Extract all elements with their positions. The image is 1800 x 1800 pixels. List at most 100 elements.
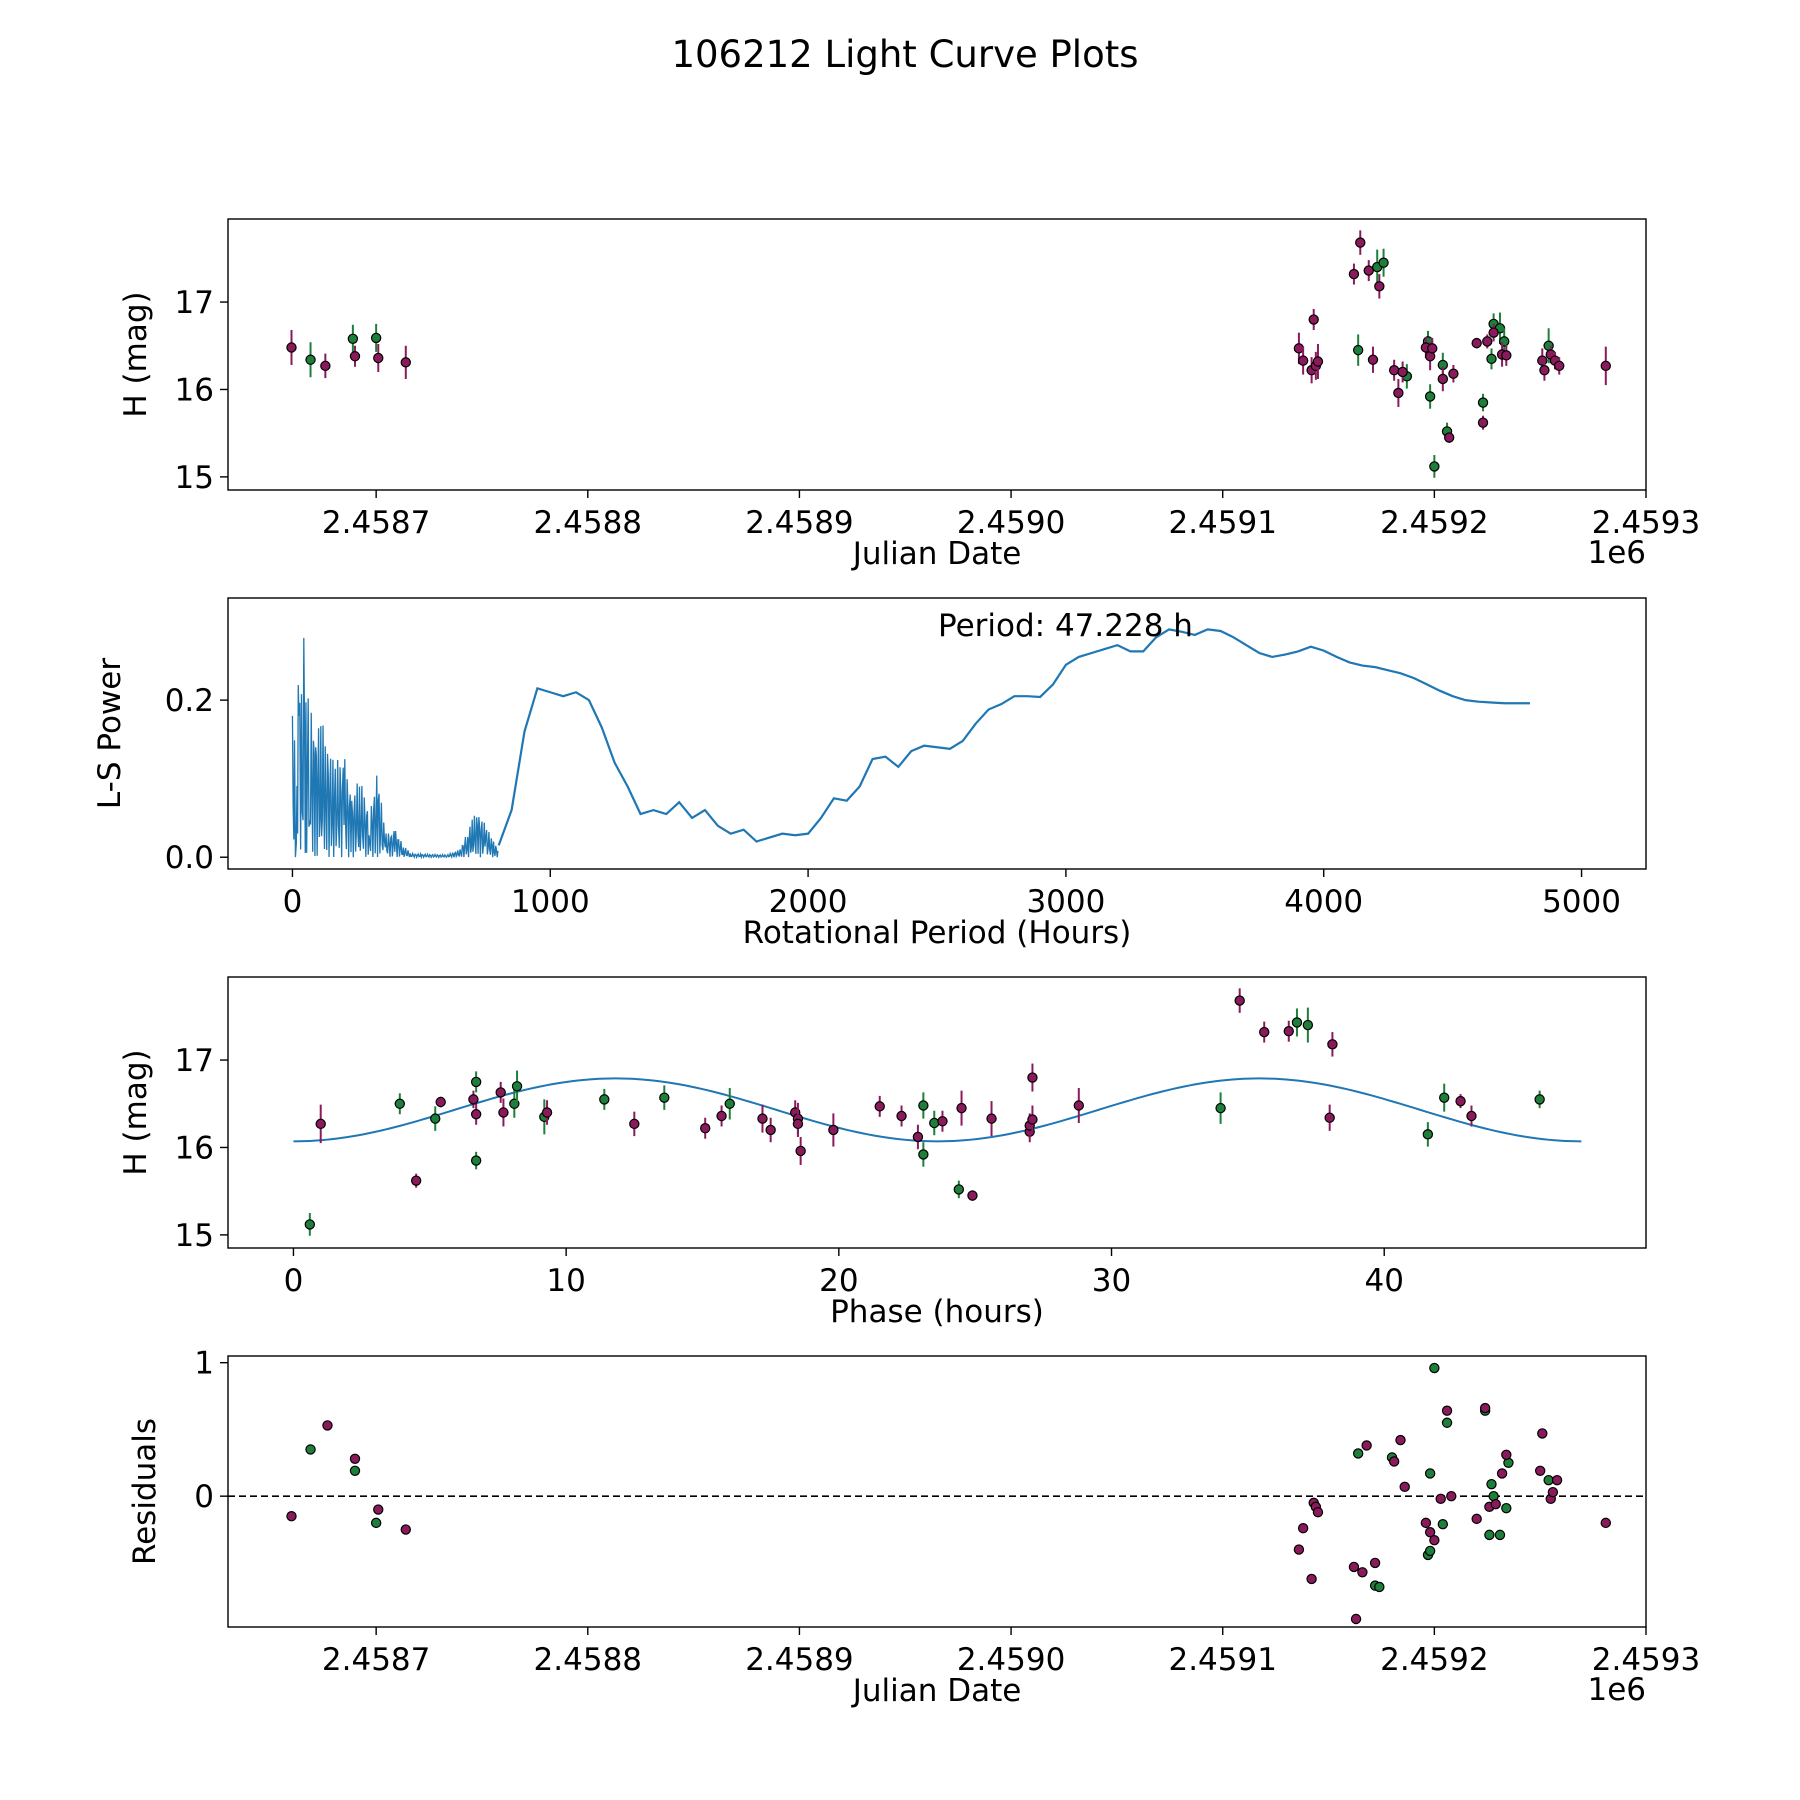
purple-data-point: [1547, 1486, 1559, 1498]
purple-data-point: [1600, 1517, 1611, 1529]
x-tick-label: 40: [1364, 1263, 1403, 1299]
purple-data-point: [967, 1190, 978, 1201]
green-data-point: [1486, 1478, 1497, 1490]
purple-data-point: [1312, 356, 1324, 367]
green-data-point: [1534, 1094, 1545, 1105]
green-data-point: [1302, 1019, 1314, 1031]
purple-data-point: [1234, 995, 1245, 1006]
purple-data-point: [1073, 1100, 1085, 1111]
green-data-point: [1215, 1102, 1226, 1114]
purple-data-point: [1490, 1498, 1501, 1510]
green-data-point: [511, 1081, 523, 1092]
green-data-point: [918, 1149, 929, 1160]
purple-data-point: [322, 1420, 333, 1431]
purple-data-point: [1388, 365, 1400, 376]
purple-data-point: [1600, 360, 1611, 372]
axes-frame: [227, 1355, 1647, 1628]
green-data-point: [1424, 391, 1436, 402]
x-tick-label: 2.4587: [322, 505, 430, 541]
purple-data-point: [1293, 1544, 1305, 1555]
purple-data-point: [1427, 343, 1438, 354]
x-offset-label: 1e6: [1587, 535, 1646, 571]
periodogram-line: [497, 628, 1530, 846]
x-tick-label: 2.4589: [745, 505, 853, 541]
purple-data-point: [700, 1123, 711, 1134]
residuals-panel: 2.4587 2.4588 2.4589 2.4590 2.4591 2.4592 2.45…: [127, 1346, 1700, 1709]
purple-data-point: [1446, 1490, 1457, 1502]
green-data-point: [1352, 1448, 1364, 1459]
purple-data-point: [1312, 1506, 1324, 1518]
y-tick-label: 0.2: [165, 683, 214, 719]
x-tick-label: 3000: [1026, 884, 1105, 920]
purple-data-point: [1399, 1481, 1410, 1493]
purple-data-point: [792, 1118, 804, 1130]
x-tick-label: 2.4590: [957, 1642, 1065, 1678]
purple-data-point: [1388, 1456, 1400, 1467]
axes-frame: [227, 597, 1647, 870]
sinusoid-fit-line: [293, 1077, 1582, 1143]
purple-data-point: [716, 1110, 727, 1122]
green-data-point: [1374, 1581, 1385, 1593]
green-data-point: [953, 1184, 965, 1195]
x-tick-label: 2.4593: [1592, 1642, 1700, 1678]
purple-data-point: [1363, 265, 1374, 276]
purple-data-point: [1551, 1474, 1563, 1486]
purple-data-point: [1455, 1095, 1466, 1107]
y-tick-label: 0: [194, 1479, 214, 1515]
x-tick-label: 0: [284, 1263, 304, 1299]
green-data-point: [659, 1092, 670, 1103]
x-axis-label: Phase (hours): [830, 1294, 1044, 1330]
y-axis-label: L-S Power: [92, 658, 128, 809]
x-tick-label: 2.4588: [534, 505, 642, 541]
x-axis-label: Rotational Period (Hours): [743, 915, 1132, 951]
y-tick-label: 15: [175, 460, 214, 496]
x-tick-label: 10: [546, 1263, 585, 1299]
green-data-point: [918, 1100, 929, 1111]
x-tick-label: 2.4592: [1380, 505, 1488, 541]
green-data-point: [1439, 1092, 1450, 1103]
purple-data-point: [286, 342, 297, 353]
purple-data-point: [1424, 1527, 1436, 1538]
green-data-point: [1424, 1545, 1436, 1557]
purple-data-point: [1466, 1110, 1477, 1122]
x-tick-label: 2.4593: [1592, 505, 1700, 541]
purple-data-point: [1537, 355, 1548, 366]
y-tick-label: 1: [194, 1346, 214, 1382]
green-data-point: [370, 332, 382, 344]
purple-data-point: [956, 1102, 967, 1114]
purple-data-point: [1393, 387, 1404, 399]
x-tick-label: 2.4591: [1168, 505, 1276, 541]
green-data-point: [599, 1094, 610, 1105]
purple-data-point: [1027, 1072, 1038, 1083]
purple-data-point: [1374, 281, 1385, 292]
purple-data-point: [1350, 1613, 1362, 1625]
purple-data-point: [468, 1094, 479, 1105]
green-data-point: [1494, 1529, 1506, 1541]
green-data-point: [1543, 340, 1554, 351]
purple-data-point: [1471, 1513, 1482, 1525]
purple-data-point: [1501, 1449, 1512, 1460]
purple-data-point: [1471, 337, 1482, 349]
phase-folded-panel: 0 10 20 30 40 15 16 17 Phase (hours) H (mag): [118, 976, 1647, 1330]
purple-data-point: [912, 1131, 924, 1143]
x-tick-label: 2.4590: [957, 505, 1065, 541]
green-data-point: [724, 1098, 735, 1109]
purple-data-point: [1306, 1573, 1317, 1585]
x-tick-label: 2.4587: [322, 1642, 430, 1678]
purple-data-point: [874, 1101, 885, 1112]
green-data-point: [470, 1076, 482, 1088]
purple-data-point: [1420, 1517, 1432, 1529]
purple-data-point: [1488, 327, 1499, 338]
x-tick-label: 1000: [511, 884, 590, 920]
x-tick-label: 2.4591: [1168, 1642, 1276, 1678]
purple-data-point: [1443, 432, 1455, 443]
purple-data-point: [349, 1453, 361, 1464]
purple-data-point: [286, 1510, 297, 1522]
purple-data-point: [315, 1118, 326, 1130]
green-data-point: [347, 333, 359, 344]
green-data-point: [1484, 1529, 1495, 1541]
purple-data-point: [937, 1116, 948, 1127]
purple-data-point: [470, 1109, 482, 1120]
green-data-point: [370, 1517, 382, 1529]
purple-data-point: [1537, 1428, 1548, 1439]
